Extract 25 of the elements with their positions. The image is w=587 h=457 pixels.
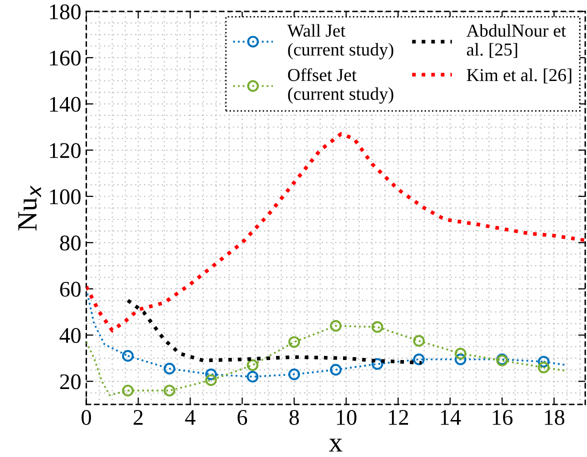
legend-label: Offset Jet (current study) bbox=[288, 68, 394, 104]
x-tick-label: 8 bbox=[289, 410, 299, 425]
y-tick-label: 120 bbox=[50, 143, 81, 158]
x-tick-label: 14 bbox=[440, 410, 461, 425]
y-axis-title: Nu$_{x}$ bbox=[18, 185, 42, 230]
y-tick-label: 180 bbox=[50, 4, 81, 20]
legend-label: Kim et al. [26] bbox=[466, 68, 572, 84]
x-tick-label: 10 bbox=[337, 410, 356, 425]
y-tick-label: 80 bbox=[60, 236, 81, 251]
x-axis-title: x bbox=[329, 438, 342, 452]
x-tick-label: 12 bbox=[388, 410, 408, 425]
legend-label: AbdulNour et al. [25] bbox=[466, 24, 566, 58]
legend-label: Wall Jet (current study) bbox=[287, 24, 394, 60]
y-tick-label: 100 bbox=[50, 189, 81, 204]
x-tick-label: 4 bbox=[185, 410, 196, 425]
x-tick-label: 16 bbox=[492, 410, 513, 425]
y-tick-label: 40 bbox=[60, 328, 81, 344]
x-tick-label: 2 bbox=[134, 410, 143, 425]
x-tick-label: 0 bbox=[82, 410, 91, 425]
x-tick-label: 18 bbox=[544, 410, 564, 425]
y-tick-label: 60 bbox=[60, 282, 81, 297]
x-tick-label: 6 bbox=[238, 410, 248, 425]
y-tick-label: 20 bbox=[60, 374, 81, 390]
y-tick-label: 140 bbox=[50, 96, 81, 112]
y-tick-label: 160 bbox=[50, 50, 81, 66]
